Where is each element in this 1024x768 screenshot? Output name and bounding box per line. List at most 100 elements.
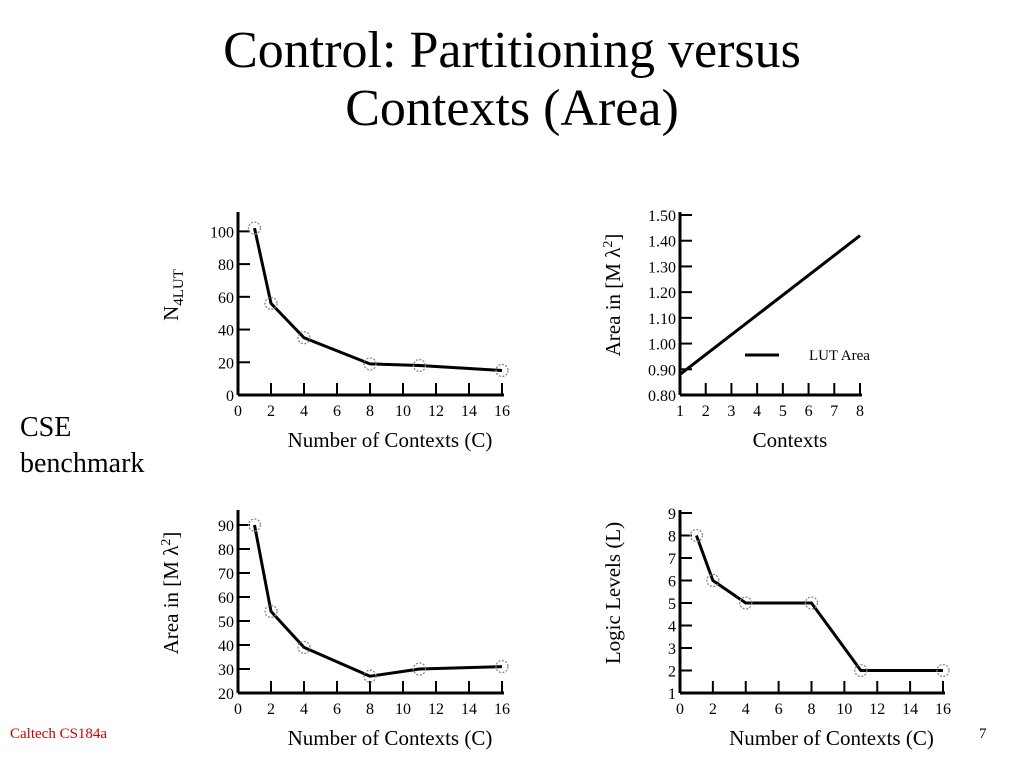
x-tick-label: 4 bbox=[742, 701, 750, 718]
slide-title-line-2: Contexts (Area) bbox=[345, 80, 679, 137]
y-tick-label: 9 bbox=[668, 506, 676, 523]
y-tick-label: 70 bbox=[218, 566, 234, 583]
data-point bbox=[936, 663, 950, 678]
benchmark-label: CSE benchmark bbox=[20, 410, 144, 482]
legend-label: LUT Area bbox=[809, 348, 870, 364]
y-tick-label: 90 bbox=[218, 518, 234, 535]
x-tick-label: 16 bbox=[935, 701, 951, 718]
data-point bbox=[297, 331, 311, 345]
data-point bbox=[264, 296, 278, 311]
data-point bbox=[706, 573, 720, 588]
y-tick-label: 4 bbox=[668, 619, 676, 636]
x-tick-label: 10 bbox=[395, 701, 411, 718]
y-tick-label: 80 bbox=[218, 257, 234, 274]
x-tick-label: 3 bbox=[727, 403, 735, 420]
data-point bbox=[297, 640, 311, 655]
y-axis-label: Area in [M λ2] bbox=[601, 234, 625, 357]
footer-course-label: Caltech CS184a bbox=[10, 726, 108, 742]
data-point bbox=[247, 518, 262, 532]
x-tick-label: 5 bbox=[779, 403, 787, 420]
data-point bbox=[495, 363, 509, 378]
x-tick-label: 4 bbox=[753, 403, 761, 420]
data-point bbox=[247, 221, 262, 235]
data-point bbox=[689, 528, 704, 543]
x-tick-label: 10 bbox=[395, 403, 411, 420]
x-tick-label: 6 bbox=[333, 403, 341, 420]
benchmark-label-line-1: CSE bbox=[20, 412, 72, 443]
x-tick-label: 8 bbox=[808, 701, 816, 718]
x-tick-label: 6 bbox=[805, 403, 813, 420]
x-tick-label: 12 bbox=[428, 403, 444, 420]
y-tick-label: 20 bbox=[218, 686, 234, 703]
data-point bbox=[412, 662, 427, 676]
y-tick-label: 40 bbox=[218, 323, 234, 340]
x-tick-label: 2 bbox=[267, 403, 275, 420]
x-tick-label: 8 bbox=[366, 701, 374, 718]
x-axis-label: Number of Contexts (C) bbox=[288, 428, 493, 452]
footer-page-number: 7 bbox=[979, 726, 987, 742]
x-tick-label: 2 bbox=[709, 701, 717, 718]
y-tick-label: 60 bbox=[218, 290, 234, 307]
y-tick-label: 1.00 bbox=[648, 337, 676, 354]
x-tick-label: 0 bbox=[234, 701, 242, 718]
series-line bbox=[253, 524, 503, 678]
data-point bbox=[739, 596, 753, 610]
benchmark-label-line-2: benchmark bbox=[20, 448, 145, 479]
y-tick-label: 7 bbox=[668, 551, 676, 568]
data-point bbox=[412, 358, 427, 373]
x-tick-label: 4 bbox=[300, 701, 308, 718]
y-tick-label: 100 bbox=[210, 224, 234, 241]
x-tick-label: 16 bbox=[494, 701, 510, 718]
x-tick-label: 12 bbox=[428, 701, 444, 718]
x-axis-label: Contexts bbox=[753, 428, 828, 452]
y-axis-label: Logic Levels (L) bbox=[601, 522, 625, 664]
x-tick-label: 14 bbox=[461, 701, 477, 718]
y-tick-label: 3 bbox=[668, 641, 676, 658]
x-tick-label: 8 bbox=[366, 403, 374, 420]
y-tick-label: 2 bbox=[668, 664, 676, 681]
y-tick-label: 6 bbox=[668, 574, 676, 591]
x-tick-label: 2 bbox=[267, 701, 275, 718]
x-axis-label: Number of Contexts (C) bbox=[729, 726, 934, 750]
y-tick-label: 8 bbox=[668, 529, 676, 546]
y-axis-label: N4LUT bbox=[159, 269, 187, 321]
data-point bbox=[804, 596, 819, 610]
y-axis-label: Area in [M λ2] bbox=[159, 532, 183, 655]
y-tick-label: 5 bbox=[668, 596, 676, 613]
y-tick-label: 0 bbox=[226, 388, 234, 405]
y-tick-label: 50 bbox=[218, 614, 234, 631]
x-tick-label: 1 bbox=[676, 403, 684, 420]
x-tick-label: 16 bbox=[494, 403, 510, 420]
y-tick-label: 1.50 bbox=[648, 208, 676, 225]
y-tick-label: 30 bbox=[218, 662, 234, 679]
x-tick-label: 8 bbox=[856, 403, 864, 420]
y-tick-label: 20 bbox=[218, 355, 234, 372]
y-tick-label: 1.30 bbox=[648, 259, 676, 276]
series-line bbox=[253, 227, 503, 372]
x-tick-label: 2 bbox=[702, 403, 710, 420]
y-tick-label: 1.10 bbox=[648, 311, 676, 328]
x-tick-label: 10 bbox=[836, 701, 852, 718]
x-tick-label: 4 bbox=[300, 403, 308, 420]
y-tick-label: 40 bbox=[218, 638, 234, 655]
data-point bbox=[363, 669, 377, 683]
x-tick-label: 14 bbox=[902, 701, 918, 718]
y-tick-label: 0.90 bbox=[648, 362, 676, 379]
y-tick-label: 1 bbox=[668, 686, 676, 703]
data-point bbox=[495, 659, 509, 674]
y-tick-label: 1.40 bbox=[648, 234, 676, 251]
x-tick-label: 0 bbox=[234, 403, 242, 420]
x-tick-label: 7 bbox=[830, 403, 838, 420]
y-tick-label: 60 bbox=[218, 590, 234, 607]
series-line bbox=[695, 534, 943, 672]
y-tick-label: 80 bbox=[218, 542, 234, 559]
data-point bbox=[363, 357, 377, 371]
x-tick-label: 14 bbox=[461, 403, 477, 420]
x-tick-label: 6 bbox=[775, 701, 783, 718]
slide-title: Control: Partitioning versus Contexts (A… bbox=[0, 22, 1024, 138]
data-point bbox=[264, 604, 278, 619]
chart-area-vs-contexts-lut: 0.800.901.001.101.201.301.401.501 2 3 4 5 6 7 8… bbox=[601, 208, 870, 452]
